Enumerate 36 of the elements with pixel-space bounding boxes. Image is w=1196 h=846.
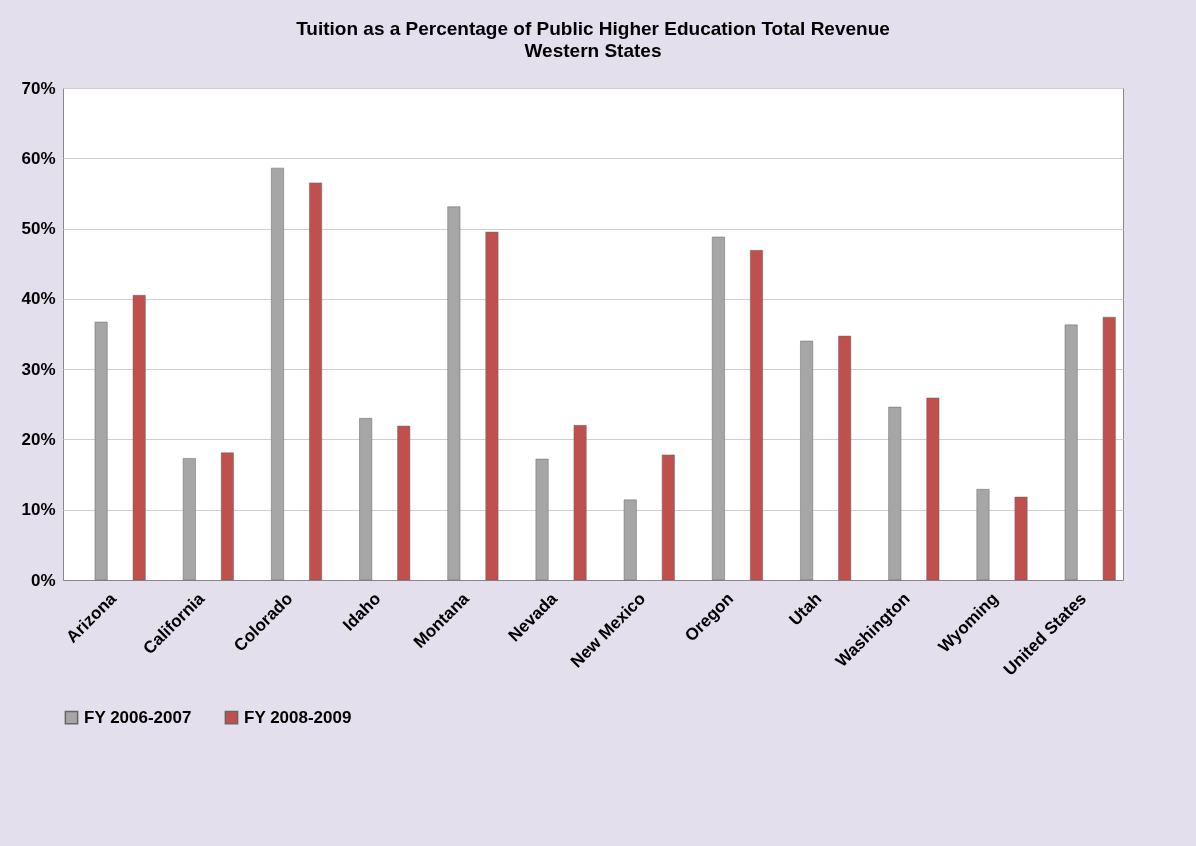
bar xyxy=(309,182,322,581)
y-tick-label: 40% xyxy=(21,289,56,309)
y-tick-label: 50% xyxy=(21,219,56,239)
chart-subtitle: Western States xyxy=(524,40,662,61)
chart-title: Tuition as a Percentage of Public Higher Education Total Revenue xyxy=(296,18,890,39)
bar xyxy=(838,335,852,581)
bar xyxy=(1102,316,1116,581)
bar xyxy=(623,499,637,581)
y-tick-label: 30% xyxy=(21,359,56,379)
bar xyxy=(271,167,284,581)
bar xyxy=(132,295,146,581)
bar xyxy=(485,231,499,581)
y-tick-label: 0% xyxy=(30,570,56,590)
bar xyxy=(926,397,940,581)
legend-label: FY 2006-2007 xyxy=(84,707,192,727)
bar xyxy=(976,489,990,581)
y-tick-label: 60% xyxy=(21,148,56,168)
bar xyxy=(888,406,902,581)
bar xyxy=(800,340,814,581)
bar xyxy=(220,452,234,581)
bar xyxy=(182,458,196,581)
bar xyxy=(397,425,411,581)
bar xyxy=(447,206,461,581)
bar xyxy=(750,250,763,581)
bar xyxy=(573,425,587,581)
legend-label: FY 2008-2009 xyxy=(244,707,352,727)
bar xyxy=(712,236,725,581)
y-tick-label: 70% xyxy=(21,78,56,98)
bar xyxy=(94,321,108,581)
bar xyxy=(1064,324,1078,581)
bar xyxy=(1014,496,1028,581)
bar xyxy=(535,458,549,581)
y-tick-label: 20% xyxy=(21,429,56,449)
bar xyxy=(661,454,675,581)
bar xyxy=(359,418,373,581)
y-tick-label: 10% xyxy=(21,500,56,520)
